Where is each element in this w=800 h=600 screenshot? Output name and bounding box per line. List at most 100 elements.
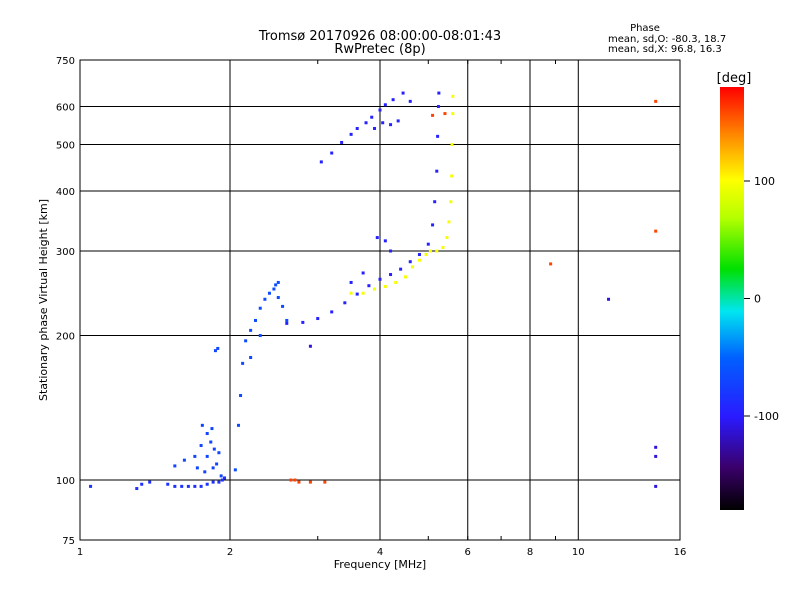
- data-point: [373, 287, 377, 291]
- data-point: [383, 285, 387, 289]
- data-point: [281, 304, 285, 308]
- data-point: [654, 484, 658, 488]
- data-point: [355, 126, 359, 130]
- data-point: [148, 480, 152, 484]
- colorbar-tick-label: 0: [754, 293, 761, 306]
- chart-title: Tromsø 20170926 08:00:00-08:01:43: [258, 29, 501, 44]
- data-point: [186, 484, 190, 488]
- data-point: [654, 454, 658, 458]
- data-point: [437, 91, 441, 95]
- phase-stats-o: mean, sd,O: -80.3, 18.7: [608, 34, 726, 45]
- data-point: [205, 454, 209, 458]
- data-point: [654, 99, 658, 103]
- x-tick-label: 8: [527, 547, 533, 558]
- data-point: [272, 287, 276, 291]
- data-point: [219, 474, 223, 478]
- data-point: [435, 169, 439, 173]
- y-tick-label: 200: [56, 332, 75, 343]
- data-point: [451, 112, 455, 116]
- data-point: [394, 280, 398, 284]
- data-point: [389, 123, 393, 127]
- data-point: [343, 301, 347, 305]
- data-point: [381, 121, 385, 125]
- data-point: [180, 484, 184, 488]
- data-point: [285, 321, 289, 325]
- data-point: [274, 283, 278, 287]
- data-point: [378, 108, 382, 112]
- data-point: [293, 478, 297, 482]
- data-point: [340, 140, 344, 144]
- data-point: [375, 236, 379, 240]
- data-point: [267, 291, 271, 295]
- data-point: [195, 466, 199, 470]
- data-point: [212, 447, 216, 451]
- colorbar: [720, 87, 744, 510]
- y-tick-label: 500: [56, 141, 75, 152]
- data-point: [233, 468, 237, 472]
- data-point: [193, 454, 197, 458]
- data-point: [355, 292, 359, 296]
- data-point: [417, 253, 421, 257]
- data-point: [216, 346, 220, 350]
- data-point: [417, 258, 421, 262]
- data-point: [361, 271, 365, 275]
- data-point: [249, 355, 253, 359]
- x-tick-label: 2: [227, 547, 233, 558]
- data-point: [215, 462, 219, 466]
- data-point: [431, 223, 435, 227]
- data-point: [441, 246, 445, 250]
- data-point: [349, 280, 353, 284]
- data-point: [391, 98, 395, 102]
- data-point: [276, 296, 280, 300]
- data-point: [244, 339, 248, 343]
- data-point: [241, 361, 245, 365]
- data-point: [424, 253, 428, 257]
- data-point: [654, 445, 658, 449]
- x-tick-label: 10: [572, 547, 585, 558]
- data-point: [399, 267, 403, 271]
- data-point: [426, 242, 430, 246]
- phase-header: Phase: [630, 23, 660, 34]
- data-point: [209, 440, 213, 444]
- data-point: [364, 121, 368, 125]
- data-point: [199, 484, 203, 488]
- y-tick-label: 75: [62, 536, 75, 547]
- y-tick-label: 400: [56, 187, 75, 198]
- chart-subtitle: RwPretec (8p): [334, 42, 425, 57]
- y-axis-label: Stationary phase Virtual Height [km]: [37, 199, 50, 401]
- colorbar-tick-label: -100: [754, 410, 779, 423]
- data-point: [217, 451, 221, 455]
- data-point: [220, 478, 224, 482]
- data-point: [408, 260, 412, 264]
- x-axis-label: Frequency [MHz]: [334, 558, 426, 571]
- data-point: [411, 265, 415, 269]
- x-tick-label: 16: [674, 547, 687, 558]
- data-point: [367, 284, 371, 288]
- data-point: [323, 480, 327, 484]
- data-point: [450, 143, 454, 147]
- data-point: [213, 349, 217, 353]
- data-point: [239, 394, 243, 398]
- data-point: [297, 480, 301, 484]
- data-point: [203, 470, 207, 474]
- data-point: [396, 119, 400, 123]
- data-point: [173, 464, 177, 468]
- data-point: [330, 151, 334, 155]
- data-point: [450, 174, 454, 178]
- data-point: [449, 200, 453, 204]
- data-point: [435, 249, 439, 253]
- data-point: [403, 275, 407, 279]
- y-tick-label: 100: [56, 476, 75, 487]
- data-point: [401, 91, 405, 95]
- data-point: [330, 310, 334, 314]
- data-point: [349, 291, 353, 295]
- data-point: [89, 484, 93, 488]
- data-point: [140, 482, 144, 486]
- data-point: [319, 160, 323, 164]
- data-point: [349, 132, 353, 136]
- data-point: [373, 126, 377, 130]
- data-point: [436, 134, 440, 138]
- data-point: [431, 113, 435, 117]
- data-point: [316, 317, 320, 321]
